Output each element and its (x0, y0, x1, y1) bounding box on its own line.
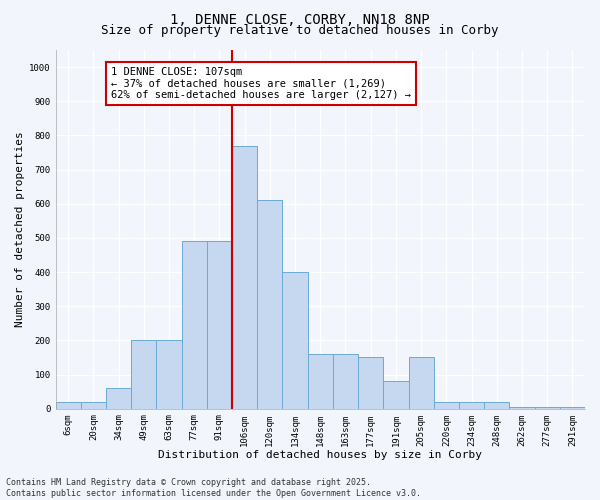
Y-axis label: Number of detached properties: Number of detached properties (15, 132, 25, 327)
Bar (56, 402, 81, 408)
Bar (283, 272, 308, 408)
Bar (459, 402, 484, 408)
Bar (560, 407, 585, 408)
Bar (232, 146, 257, 408)
Text: Contains HM Land Registry data © Crown copyright and database right 2025.
Contai: Contains HM Land Registry data © Crown c… (6, 478, 421, 498)
Bar (484, 402, 509, 408)
X-axis label: Distribution of detached houses by size in Corby: Distribution of detached houses by size … (158, 450, 482, 460)
Bar (131, 340, 157, 408)
Bar (383, 382, 409, 408)
Text: 1, DENNE CLOSE, CORBY, NN18 8NP: 1, DENNE CLOSE, CORBY, NN18 8NP (170, 12, 430, 26)
Bar (409, 358, 434, 408)
Bar (81, 402, 106, 408)
Bar (207, 242, 232, 408)
Bar (434, 402, 459, 408)
Bar (358, 358, 383, 408)
Bar (535, 407, 560, 408)
Bar (106, 388, 131, 408)
Bar (509, 407, 535, 408)
Text: 1 DENNE CLOSE: 107sqm
← 37% of detached houses are smaller (1,269)
62% of semi-d: 1 DENNE CLOSE: 107sqm ← 37% of detached … (111, 67, 411, 100)
Text: Size of property relative to detached houses in Corby: Size of property relative to detached ho… (101, 24, 499, 37)
Bar (182, 242, 207, 408)
Bar (257, 200, 283, 408)
Bar (157, 340, 182, 408)
Bar (308, 354, 333, 408)
Bar (333, 354, 358, 408)
